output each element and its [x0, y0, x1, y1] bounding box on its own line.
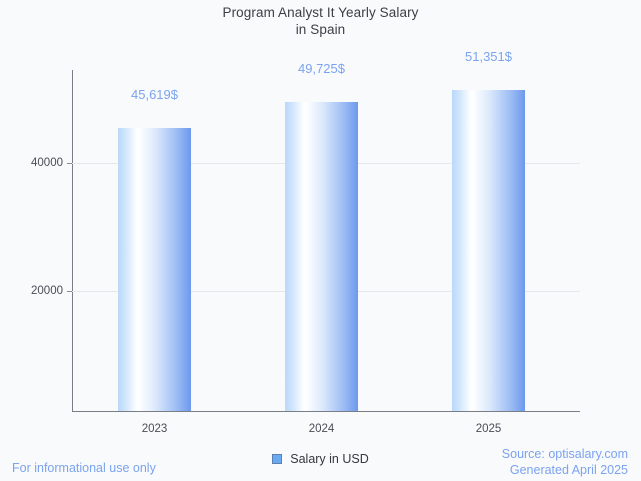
bar-2024[interactable]: 49,725$	[285, 61, 358, 411]
source-block: Source: optisalary.com Generated April 2…	[502, 446, 628, 478]
chart-legend: Salary in USD	[0, 452, 641, 466]
legend-swatch-icon	[272, 454, 283, 464]
x-tick-label-2023: 2023	[141, 423, 168, 435]
tick-mark-20000	[67, 291, 72, 292]
source-text: Source: optisalary.com	[501, 447, 628, 461]
generated-text: Generated April 2025	[509, 463, 628, 477]
bar-2025[interactable]: 51,351$	[452, 49, 525, 411]
bar-value-2023: 45,619$	[131, 87, 178, 102]
y-axis-line	[72, 70, 73, 411]
chart-title: Program Analyst It Yearly Salary in Spai…	[222, 5, 419, 37]
plot-area: 40000 20000 45,619$ 49,725$ 51,351$ 2023…	[31, 49, 580, 435]
tick-mark-40000	[67, 163, 72, 164]
bar-2023[interactable]: 45,619$	[118, 87, 191, 411]
x-axis-line	[72, 411, 580, 412]
legend-label-salary-in-usd[interactable]: Salary in USD	[290, 452, 369, 466]
y-tick-label-20000: 20000	[31, 285, 63, 297]
y-tick-label-40000: 40000	[31, 157, 63, 169]
x-tick-label-2025: 2025	[475, 423, 502, 435]
bar-value-2024: 49,725$	[298, 61, 345, 76]
bar-value-2025: 51,351$	[465, 49, 512, 64]
disclaimer-text: For informational use only	[12, 461, 156, 475]
x-tick-label-2024: 2024	[308, 423, 335, 435]
